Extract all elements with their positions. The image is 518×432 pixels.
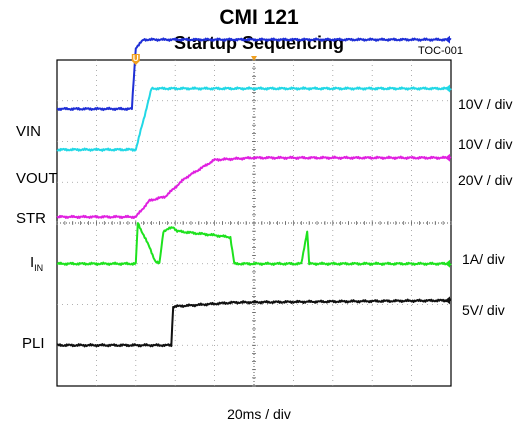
scale-vin: 10V / div [458, 96, 513, 112]
chart-title: CMI 121 [219, 6, 299, 29]
label-iin-sub: IN [34, 263, 44, 273]
trigger-letter: U [133, 54, 139, 63]
label-str: STR [16, 210, 46, 227]
scale-pli: 5V/ div [462, 302, 505, 318]
label-pli: PLI [22, 335, 45, 352]
trace-i [56, 222, 452, 266]
level-marker-i [445, 259, 450, 268]
level-marker-vin [445, 35, 450, 44]
trace-vin [56, 37, 452, 112]
traces [56, 35, 452, 348]
level-marker-str [445, 153, 450, 162]
center-marker [251, 56, 257, 61]
level-marker-pli [445, 296, 450, 305]
level-marker-vout [445, 84, 450, 93]
label-vout: VOUT [16, 170, 58, 187]
scale-str: 20V / div [458, 172, 513, 188]
x-axis-label: 20ms / div [227, 406, 291, 422]
trigger-markers: U [131, 54, 257, 65]
chart-subtitle: Startup Sequencing [173, 33, 344, 53]
figure-id: TOC-001 [418, 45, 464, 57]
scale-iin: 1A/ div [462, 251, 505, 267]
scale-vout: 10V / div [458, 136, 513, 152]
trace-pli [56, 298, 452, 348]
label-iin: IIN [30, 255, 43, 276]
trace-vout [56, 86, 452, 152]
trace-str [56, 155, 452, 219]
trigger-position-marker [131, 54, 140, 65]
label-vin: VIN [16, 123, 42, 140]
label-iin-main: I [30, 254, 35, 271]
